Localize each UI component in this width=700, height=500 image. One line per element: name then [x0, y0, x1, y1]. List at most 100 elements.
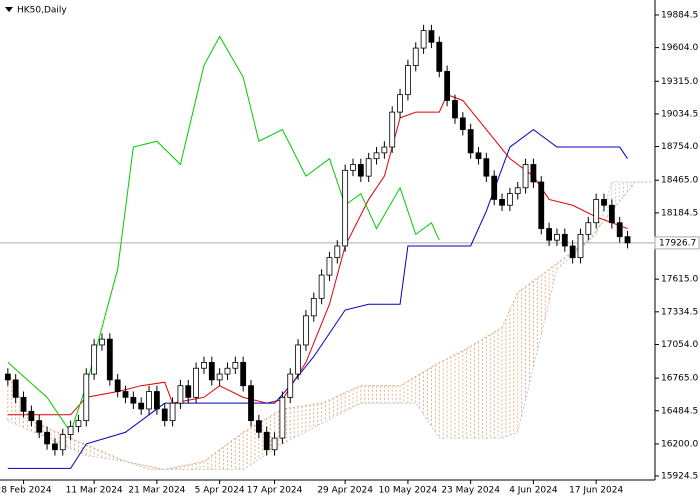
- x-tick-label: 28 Feb 2024: [0, 486, 52, 496]
- candle-body: [44, 431, 50, 445]
- y-tick-label: 17054.0: [661, 340, 698, 350]
- candle-body: [326, 257, 333, 276]
- candle-body: [452, 100, 458, 119]
- candle-body: [342, 169, 349, 247]
- candle-body: [554, 233, 560, 241]
- candle-body: [444, 70, 451, 101]
- candle-body: [240, 362, 247, 387]
- candle-body: [201, 362, 207, 369]
- candle-body: [303, 315, 309, 346]
- candle-body: [350, 164, 356, 171]
- candle-body: [420, 30, 427, 49]
- y-tick-label: 17615.0: [661, 275, 698, 285]
- y-tick-label: 15924.5: [661, 471, 698, 481]
- candle-body: [499, 199, 505, 206]
- candle-body: [310, 297, 317, 317]
- y-tick-label: 19884.5: [661, 10, 698, 20]
- indicator-line: [7, 35, 440, 434]
- candle-body: [601, 199, 607, 206]
- x-tick-label: 17 Apr 2024: [247, 486, 303, 496]
- candle-body: [585, 222, 592, 235]
- candle-body: [514, 187, 521, 195]
- y-tick-label: 18465.0: [661, 176, 698, 186]
- y-tick-label: 18754.0: [661, 142, 698, 152]
- candle-body: [318, 274, 325, 299]
- candle-body: [295, 344, 301, 375]
- y-tick-label: 16765.0: [661, 374, 698, 384]
- candle-body: [428, 30, 435, 43]
- x-tick-label: 23 May 2024: [441, 486, 500, 496]
- candle-body: [397, 94, 403, 113]
- indicator-line: [7, 128, 628, 469]
- candle-body: [169, 402, 176, 422]
- candle-body: [185, 385, 192, 398]
- menu-triangle: [5, 7, 13, 12]
- candle-body: [146, 391, 152, 410]
- candle-body: [224, 367, 231, 375]
- candle-body: [467, 129, 474, 154]
- candle-body: [373, 152, 380, 160]
- candle-body: [248, 385, 254, 422]
- x-tick-label: 10 May 2024: [379, 486, 438, 496]
- candle-body: [153, 391, 160, 410]
- candle-body: [357, 164, 364, 177]
- candle-body: [255, 420, 262, 433]
- y-tick-label: 17334.5: [661, 307, 698, 317]
- candle-body: [216, 373, 223, 381]
- candle-body: [99, 338, 105, 346]
- x-tick-label: 4 Jun 2024: [509, 486, 558, 496]
- candle-body: [75, 420, 82, 427]
- candle-body: [436, 41, 443, 72]
- x-tick-label: 29 Apr 2024: [317, 486, 373, 496]
- candle-body: [593, 199, 600, 224]
- candle-body: [52, 443, 58, 451]
- y-tick-label: 19604.0: [661, 43, 698, 53]
- candle-body: [36, 420, 43, 433]
- candle-body: [263, 431, 270, 451]
- x-tick-label: 17 Jun 2024: [569, 486, 623, 496]
- candle-body: [389, 111, 396, 148]
- candle-body: [561, 233, 568, 247]
- x-tick-label: 21 Mar 2024: [128, 486, 185, 496]
- y-tick-label: 19315.0: [661, 77, 698, 87]
- candle-body: [232, 362, 239, 369]
- candle-body: [506, 193, 513, 206]
- candle-body: [616, 222, 623, 238]
- candle-body: [577, 233, 584, 259]
- candle-body: [271, 437, 278, 451]
- candle-body: [91, 344, 98, 375]
- y-tick-label: 18184.5: [661, 208, 698, 218]
- candle-body: [546, 228, 553, 241]
- cloud-span: [7, 181, 652, 470]
- candle-body: [522, 164, 529, 189]
- candle-body: [287, 373, 294, 398]
- candle-body: [138, 402, 145, 410]
- candle-body: [4, 373, 11, 381]
- candle-body: [475, 152, 482, 160]
- candle-body: [412, 47, 419, 66]
- candle-body: [624, 236, 631, 244]
- candle-body: [28, 410, 35, 422]
- candle-body: [67, 426, 74, 435]
- x-tick-label: 11 Mar 2024: [66, 486, 123, 496]
- candle-body: [177, 385, 184, 404]
- y-tick-label: 19034.5: [661, 109, 698, 119]
- candle-body: [122, 391, 129, 398]
- candle-body: [405, 65, 411, 96]
- current-price-label: 17926.7: [659, 238, 696, 248]
- candle-body: [569, 245, 576, 259]
- candle-body: [59, 434, 66, 451]
- candle-body: [365, 158, 372, 177]
- y-tick-label: 16200.0: [661, 439, 698, 449]
- candle-body: [530, 164, 537, 183]
- candle-body: [208, 362, 215, 381]
- candle-body: [608, 204, 615, 224]
- x-tick-label: 5 Apr 2024: [195, 486, 245, 496]
- candle-body: [381, 146, 388, 154]
- candle-body: [459, 117, 466, 130]
- candle-body: [83, 373, 90, 422]
- candle-body: [193, 367, 200, 398]
- candle-body: [279, 396, 286, 439]
